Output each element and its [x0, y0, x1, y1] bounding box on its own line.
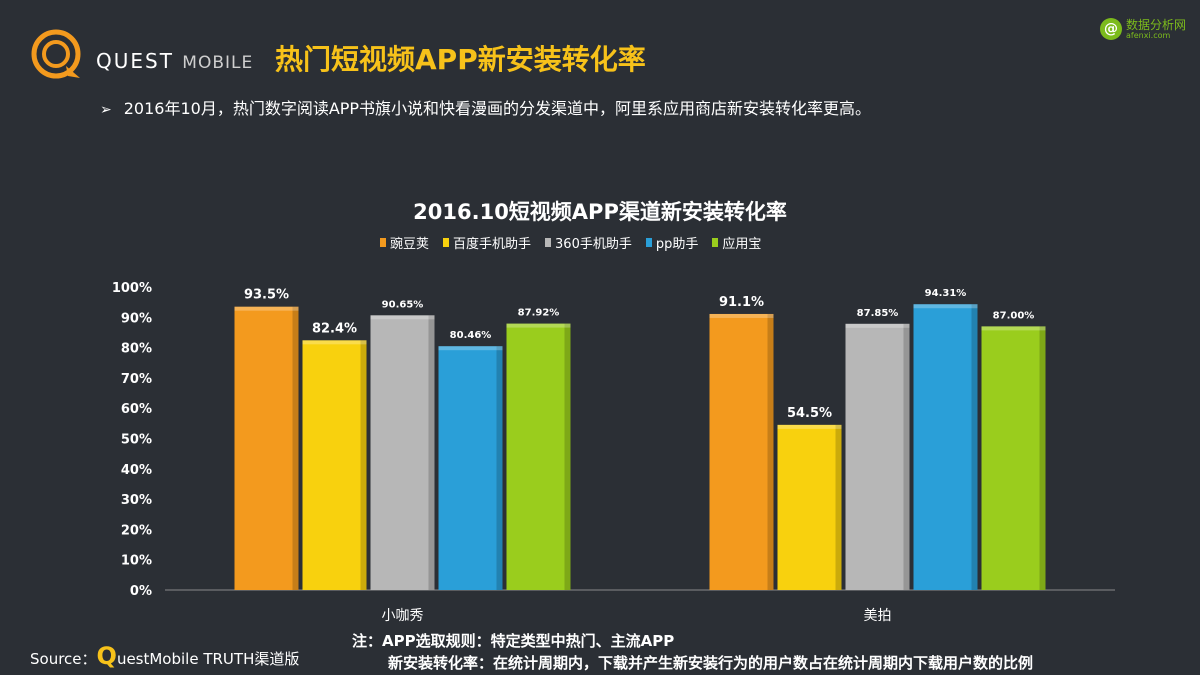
logo-word-quest: QUEST [96, 49, 174, 73]
legend-label: 360手机助手 [555, 237, 632, 252]
bar-shade [360, 340, 367, 590]
bar [302, 340, 367, 590]
y-tick-label: 30% [121, 493, 152, 508]
data-label: 90.65% [382, 299, 424, 310]
watermark-text: 数据分析网 [1125, 17, 1186, 32]
bar-top-highlight [302, 340, 367, 345]
x-tick-label: 美拍 [864, 608, 892, 624]
note-line-1: 注：APP选取规则：特定类型中热门、主流APP [352, 632, 675, 650]
summary-bullet: ➢ 2016年10月，热门数字阅读APP书旗小说和快看漫画的分发渠道中，阿里系应用… [100, 95, 871, 119]
bar-top-highlight [709, 313, 774, 318]
y-tick-label: 50% [121, 433, 152, 448]
data-label: 80.46% [450, 330, 492, 341]
bar [981, 326, 1046, 590]
legend-label: 应用宝 [722, 237, 762, 252]
logo-word-mobile: MOBILE [182, 53, 254, 73]
source-q: Q [96, 642, 117, 670]
legend-item: 应用宝 [712, 233, 761, 252]
bar [234, 306, 299, 590]
y-tick-label: 0% [130, 584, 152, 599]
source-label: Source： [30, 650, 97, 668]
bar-shade [428, 315, 435, 590]
legend-label: pp助手 [655, 237, 699, 252]
x-tick-label: 小咖秀 [382, 608, 424, 624]
bar [709, 313, 774, 590]
y-tick-label: 80% [121, 342, 152, 357]
data-label: 82.4% [312, 321, 357, 336]
bar-top-highlight [913, 304, 978, 309]
source-name: uestMobile TRUTH渠道版 [116, 650, 300, 668]
note-line-2: 新安装转化率：在统计周期内，下载并产生新安装行为的用户数占在统计周期内下载用户数… [388, 654, 1034, 672]
legend-label: 豌豆荚 [390, 237, 430, 252]
summary-text: 2016年10月，热门数字阅读APP书旗小说和快看漫画的分发渠道中，阿里系应用商… [123, 99, 872, 118]
bar [438, 346, 503, 590]
y-tick-label: 70% [121, 372, 152, 387]
legend-item: 360手机助手 [545, 233, 632, 252]
bar [845, 323, 910, 590]
y-tick-label: 40% [121, 463, 152, 478]
legend-swatch [545, 238, 552, 247]
bar-top-highlight [845, 323, 910, 328]
y-tick-label: 100% [112, 281, 152, 296]
afenxi-logo-icon: @ [1099, 18, 1122, 40]
y-tick-label: 10% [121, 554, 152, 569]
arrow-bullet-icon: ➢ [100, 102, 112, 118]
y-tick-label: 90% [121, 311, 152, 326]
legend-label: 百度手机助手 [453, 237, 532, 252]
watermark-sub: afenxi.com [1125, 30, 1171, 40]
bar-shade [496, 346, 503, 590]
data-label: 54.5% [787, 406, 832, 421]
data-label: 87.85% [857, 308, 899, 319]
y-tick-label: 20% [121, 523, 152, 538]
watermark: @ 数据分析网 afenxi.com [1099, 17, 1186, 40]
bar-shade [903, 323, 910, 590]
logo-text: QUEST MOBILE [96, 49, 253, 73]
legend-item: 豌豆荚 [380, 233, 429, 252]
data-label: 87.92% [518, 308, 560, 319]
legend-item: 百度手机助手 [443, 233, 531, 252]
bar [777, 424, 842, 590]
bar-shade [971, 304, 978, 590]
data-label: 94.31% [925, 288, 967, 299]
y-tick-label: 60% [121, 402, 152, 417]
bar-top-highlight [506, 323, 571, 328]
data-label: 87.00% [993, 310, 1035, 321]
legend-swatch [645, 238, 652, 247]
legend-swatch [712, 238, 719, 247]
source-line: Source：QuestMobile TRUTH渠道版 [30, 642, 299, 670]
bar-top-highlight [370, 315, 435, 320]
page-title: 热门短视频APP新安装转化率 [275, 43, 646, 76]
chart-title: 2016.10短视频APP渠道新安装转化率 [413, 200, 787, 224]
bar-shade [292, 306, 299, 590]
bar-shade [767, 313, 774, 590]
legend-item: pp助手 [645, 233, 699, 252]
bar-shade [564, 323, 571, 590]
data-label: 91.1% [719, 295, 764, 310]
legend-swatch [380, 238, 386, 247]
bar-top-highlight [234, 306, 299, 311]
questmobile-logo [31, 29, 81, 79]
bar-shade [835, 424, 842, 590]
bar-top-highlight [777, 424, 842, 429]
bar-top-highlight [438, 346, 503, 351]
data-label: 93.5% [244, 288, 289, 303]
bar [913, 304, 978, 590]
bar-top-highlight [981, 326, 1046, 331]
methodology-note: 注：APP选取规则：特定类型中热门、主流APP 新安装转化率：在统计周期内，下载… [352, 630, 1033, 674]
bar [506, 323, 571, 590]
legend-swatch [443, 238, 450, 247]
bar [370, 315, 435, 590]
chart-legend: 豌豆荚 百度手机助手 360手机助手 pp助手 应用宝 [380, 233, 761, 252]
bar-shade [1039, 326, 1046, 590]
